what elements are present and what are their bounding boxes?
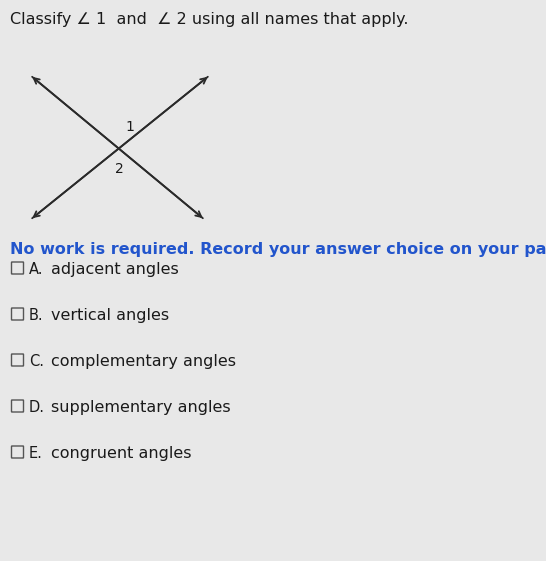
Text: complementary angles: complementary angles <box>51 353 236 369</box>
Text: Classify ∠ 1  and  ∠ 2 using all names that apply.: Classify ∠ 1 and ∠ 2 using all names tha… <box>10 12 408 27</box>
Text: vertical angles: vertical angles <box>51 307 169 323</box>
Text: E.: E. <box>29 445 43 461</box>
FancyBboxPatch shape <box>11 262 23 274</box>
Text: supplementary angles: supplementary angles <box>51 399 230 415</box>
FancyBboxPatch shape <box>11 354 23 366</box>
FancyBboxPatch shape <box>11 308 23 320</box>
Text: congruent angles: congruent angles <box>51 445 192 461</box>
Text: 1: 1 <box>125 120 134 134</box>
FancyBboxPatch shape <box>11 400 23 412</box>
Text: C.: C. <box>29 353 44 369</box>
Text: adjacent angles: adjacent angles <box>51 261 179 277</box>
Text: A.: A. <box>29 261 44 277</box>
Text: 2: 2 <box>115 162 124 176</box>
Text: B.: B. <box>29 307 44 323</box>
FancyBboxPatch shape <box>11 446 23 458</box>
Text: No work is required. Record your answer choice on your paper.: No work is required. Record your answer … <box>10 242 546 257</box>
Text: D.: D. <box>29 399 45 415</box>
